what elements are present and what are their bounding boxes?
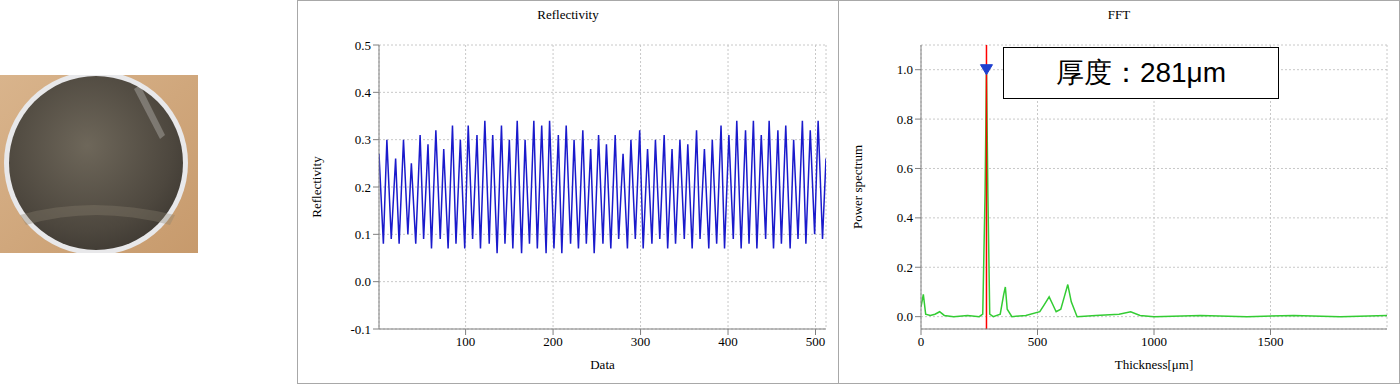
svg-text:500: 500 [1028, 334, 1048, 349]
svg-text:1000: 1000 [1141, 334, 1167, 349]
svg-text:0: 0 [918, 334, 925, 349]
svg-text:0.2: 0.2 [897, 260, 913, 275]
svg-text:0.0: 0.0 [897, 309, 913, 324]
svg-text:Data: Data [590, 357, 615, 372]
svg-text:0.0: 0.0 [355, 274, 371, 289]
svg-text:1.0: 1.0 [897, 62, 913, 77]
html-text:厚度：281μm: 厚度：281μm [1055, 57, 1227, 88]
svg-text:400: 400 [718, 334, 738, 349]
html-text:FFT: FFT [1107, 7, 1131, 22]
svg-text:-0.1: -0.1 [350, 322, 371, 337]
svg-text:Power spectrum: Power spectrum [850, 145, 865, 229]
svg-text:1500: 1500 [1258, 334, 1284, 349]
svg-text:Thickness[μm]: Thickness[μm] [1115, 357, 1193, 372]
svg-text:0.4: 0.4 [897, 210, 914, 225]
svg-text:0.1: 0.1 [355, 227, 371, 242]
svg-text:0.6: 0.6 [897, 161, 914, 176]
svg-text:0.4: 0.4 [355, 85, 372, 100]
svg-text:200: 200 [543, 334, 563, 349]
svg-text:100: 100 [456, 334, 476, 349]
svg-text:500: 500 [806, 334, 826, 349]
svg-text:0.3: 0.3 [355, 132, 371, 147]
svg-text:0.2: 0.2 [355, 180, 371, 195]
svg-text:300: 300 [631, 334, 651, 349]
svg-text:Reflectivity: Reflectivity [309, 156, 324, 218]
html-text:Reflectivity: Reflectivity [537, 7, 599, 22]
svg-text:0.8: 0.8 [897, 112, 913, 127]
svg-text:0.5: 0.5 [355, 38, 371, 53]
